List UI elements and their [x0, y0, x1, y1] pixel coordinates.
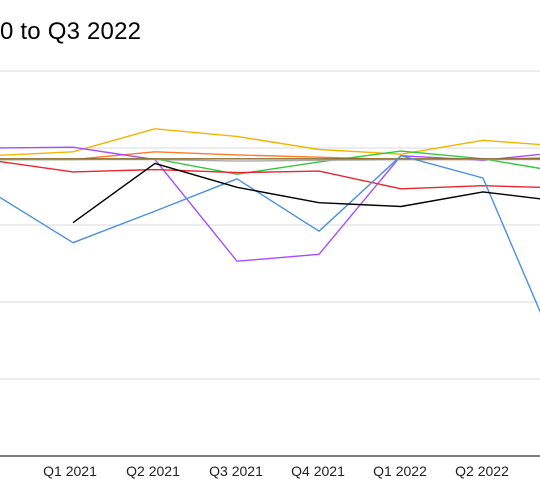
- x-tick-label: Q2 2021: [126, 463, 180, 479]
- x-tick-label: Q2 2022: [455, 463, 509, 479]
- series-line-8: [0, 155, 540, 314]
- series-line-1: [0, 128, 540, 156]
- series-line-9: [72, 162, 540, 224]
- x-tick-label: Q3 2021: [209, 463, 263, 479]
- series-line-5: [0, 158, 540, 162]
- series-line-3: [0, 146, 540, 262]
- x-tick-label: Q1 2021: [43, 463, 97, 479]
- x-tick-label: Q4 2021: [291, 463, 345, 479]
- gridlines: [0, 70, 540, 457]
- series-line-4: [0, 150, 540, 175]
- series-lines: [0, 128, 540, 314]
- x-tick-label: Q1 2022: [373, 463, 427, 479]
- chart-title: 0 to Q3 2022: [0, 18, 142, 45]
- series-line-7: [0, 160, 540, 190]
